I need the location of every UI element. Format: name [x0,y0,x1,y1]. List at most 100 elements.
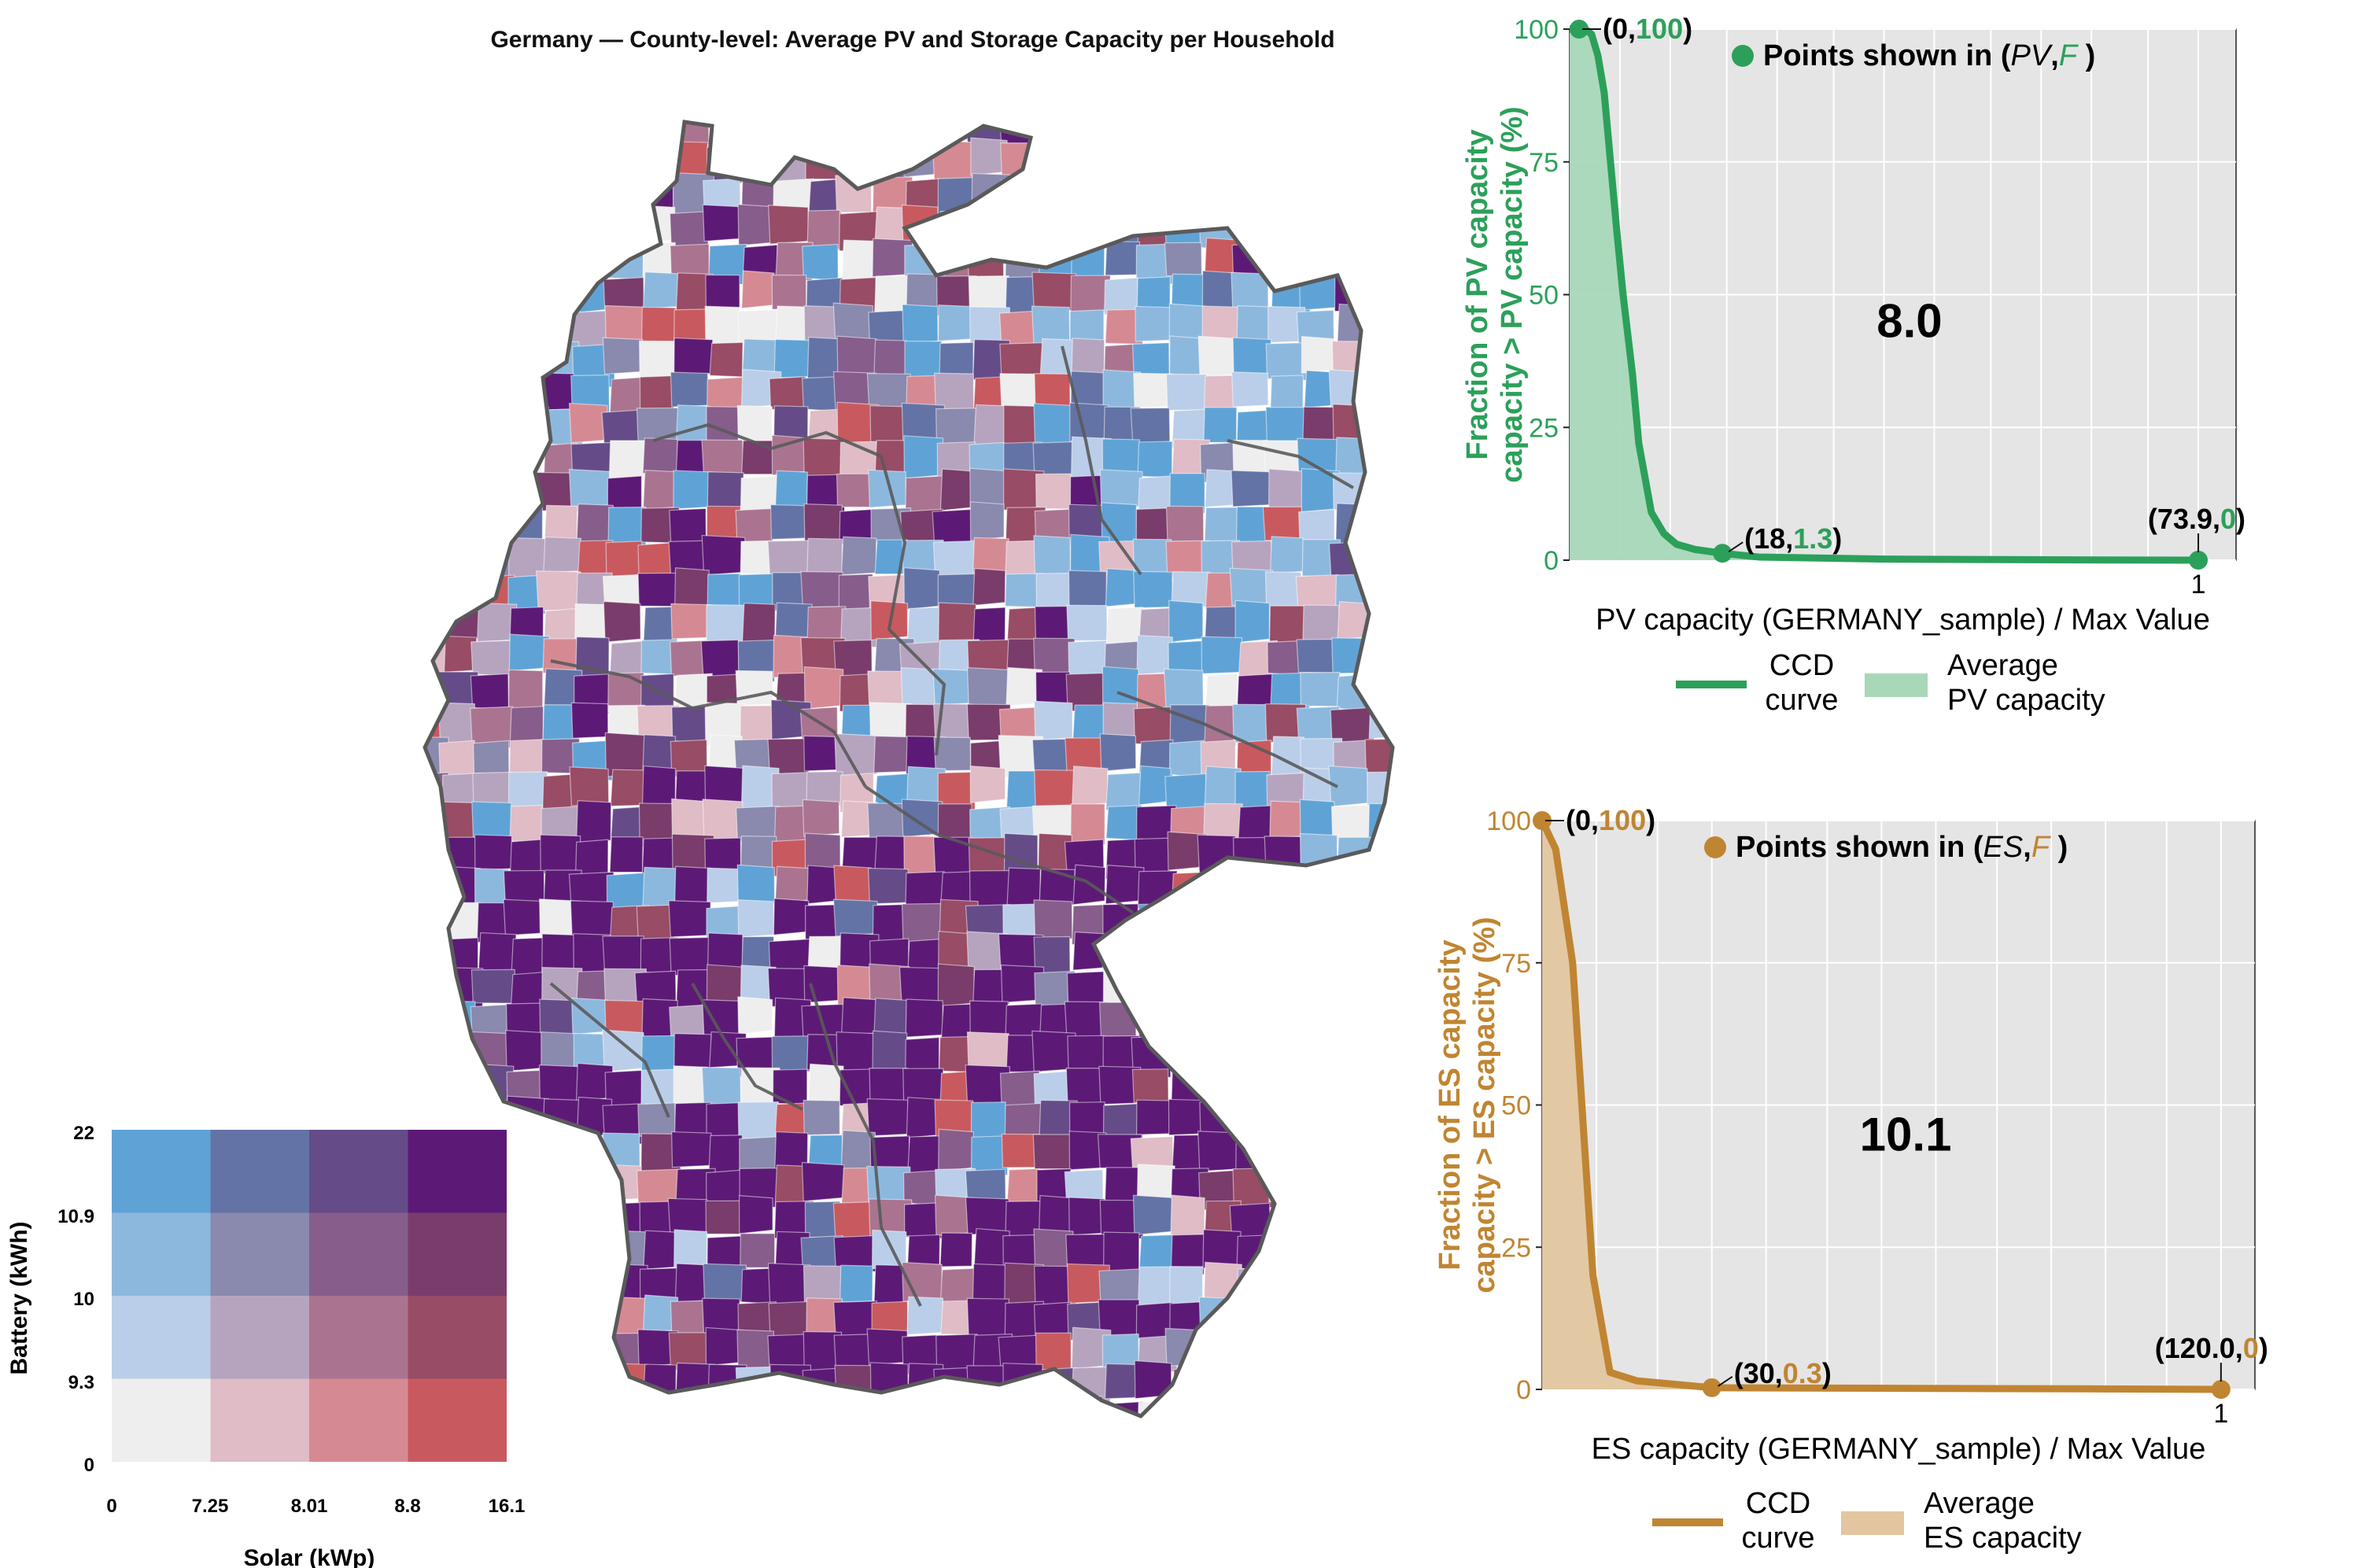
county [1197,834,1237,873]
county [834,732,878,778]
county [1137,870,1178,910]
county [1301,1367,1336,1410]
county [1236,1367,1275,1405]
county [1367,401,1393,445]
county [802,799,840,837]
county [442,408,482,452]
county [1268,1301,1305,1341]
county [1132,1194,1177,1236]
county [470,968,516,1004]
county [1072,766,1109,807]
county [509,210,546,250]
county [541,1301,581,1337]
county [1233,1064,1275,1103]
county [1163,668,1204,710]
county [1367,666,1393,707]
county [1334,1002,1371,1045]
county [470,408,508,449]
county [968,275,1009,312]
county [470,673,510,711]
county [1165,505,1205,542]
county [806,537,843,574]
county [966,1297,1010,1338]
county [1404,568,1442,608]
annotation-point [2211,1380,2231,1399]
y-tick-label: 0 [1516,1375,1531,1405]
county [1403,344,1437,382]
county [572,236,608,282]
county [1201,1000,1242,1040]
county [570,174,614,215]
county [425,438,451,481]
county [641,765,677,810]
annotation-leader [1728,541,1744,553]
county [1033,403,1075,448]
annotation-label: (73.9,0) [2148,503,2245,535]
legend-y-tick: 22 [73,1123,94,1144]
county [966,666,1009,710]
county [937,963,975,1008]
county [508,1234,548,1276]
county [1296,140,1335,179]
county [642,271,681,310]
annotation-label: (18,1.3) [1744,522,1842,555]
county [1334,1267,1373,1310]
county [1336,1366,1377,1403]
county [1262,506,1303,541]
county [1364,375,1393,415]
legend-cell [309,1130,408,1213]
county [709,341,744,378]
county [673,1229,708,1269]
county [1268,468,1304,513]
county [1035,572,1072,611]
annotation-point [2189,551,2208,570]
county [1197,871,1236,909]
county [771,1035,812,1072]
county [866,373,912,408]
county [1402,239,1441,275]
county [737,899,775,938]
x-axis-label: ES capacity (GERMANY_sample) / Max Value [1592,1433,2206,1466]
county [1271,1200,1308,1241]
county [1204,122,1241,153]
county [1264,1396,1304,1416]
county [1231,1399,1274,1416]
county [425,869,445,911]
county [1366,474,1393,515]
county [1069,138,1105,178]
county [425,122,445,152]
state-border [1116,691,1338,788]
county [1137,1400,1176,1416]
county [1234,600,1271,644]
county [1231,1330,1273,1372]
county [602,574,643,611]
county [474,436,513,474]
annotation-point [1569,20,1589,39]
county [1301,1201,1341,1242]
county [972,537,1009,574]
legend-cell [408,1296,507,1379]
county [507,1201,543,1238]
county [834,1364,875,1403]
legend-cell [112,1212,211,1296]
y-tick-label: 50 [1501,1091,1531,1121]
county [570,208,608,246]
county [1034,769,1077,809]
county [635,1400,674,1416]
county [504,1167,547,1202]
county [1197,1031,1242,1068]
county [1402,1363,1438,1403]
county [1067,122,1109,153]
points-legend-text: Points shown in (ES,F ) [1736,831,2068,864]
county [438,500,480,544]
county [1164,242,1203,277]
state-border [691,983,803,1111]
legend-line-label: curve [1742,1522,1815,1555]
county [939,1232,973,1267]
county [1367,1297,1393,1334]
county [504,1366,544,1408]
county [1135,965,1175,1009]
county [1268,204,1310,243]
county [503,1293,548,1333]
